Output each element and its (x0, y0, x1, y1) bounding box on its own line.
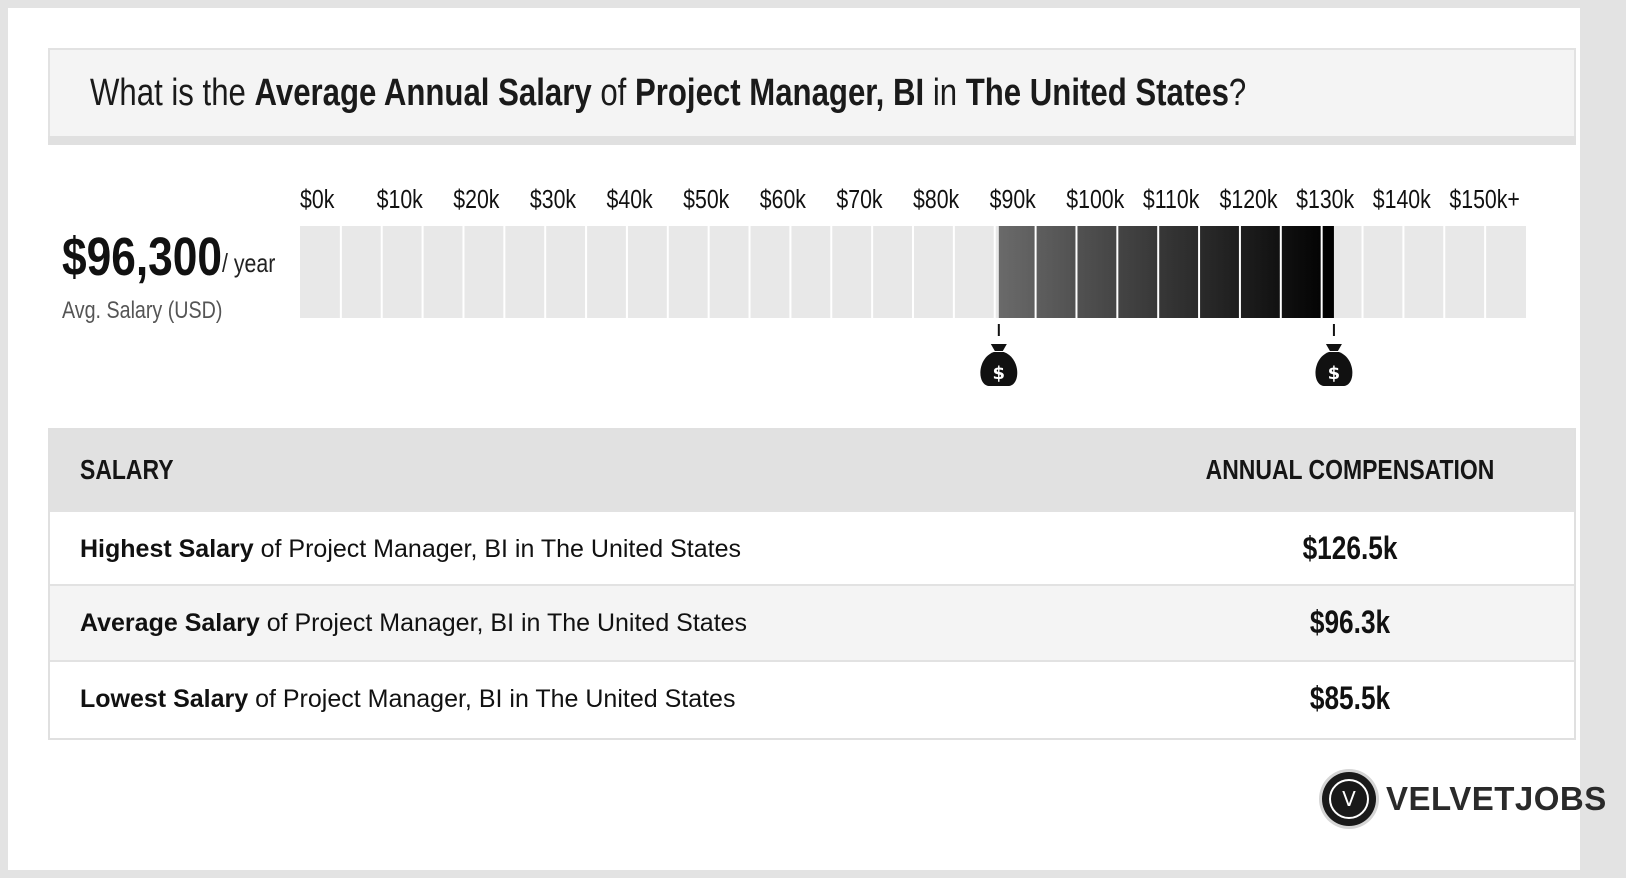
table-row: Lowest Salary of Project Manager, BI in … (50, 660, 1574, 736)
salary-table: SALARY ANNUAL COMPENSATION Highest Salar… (48, 428, 1576, 740)
row-label: Highest Salary of Project Manager, BI in… (80, 535, 741, 563)
segment-divider (666, 226, 669, 318)
segment-divider (1075, 226, 1078, 318)
tick-label: $40k (607, 185, 653, 215)
average-salary-unit: / year (222, 248, 276, 278)
table-header-row: SALARY ANNUAL COMPENSATION (50, 430, 1574, 510)
tick-label: $30k (530, 185, 576, 215)
question-header: What is the Average Annual Salary of Pro… (48, 48, 1576, 136)
segment-divider (585, 226, 588, 318)
row-label: Average Salary of Project Manager, BI in… (80, 609, 748, 637)
scale-segment (708, 226, 750, 318)
tick-label: $130k (1296, 185, 1354, 215)
row-label: Lowest Salary of Project Manager, BI in … (80, 685, 736, 713)
velvetjobs-logo-icon: V (1322, 772, 1376, 826)
scale-segment (504, 226, 546, 318)
segment-divider (1198, 226, 1201, 318)
segment-divider (1443, 226, 1446, 318)
scale-segment (1362, 226, 1404, 318)
tick-label: $10k (377, 185, 423, 215)
segment-divider (952, 226, 955, 318)
tick-label: $80k (913, 185, 959, 215)
salary-range-chart: $0k $10k $20k $30k $40k $50k $60k $70k $80k $90k $… (300, 185, 1526, 386)
tick-label: $50k (683, 185, 729, 215)
tick-label: $140k (1373, 185, 1431, 215)
svg-text:$: $ (993, 363, 1006, 384)
segment-divider (503, 226, 506, 318)
segment-divider (1320, 226, 1323, 318)
scale-segment (872, 226, 913, 318)
table-row: Average Salary of Project Manager, BI in… (50, 584, 1574, 660)
segment-divider (1116, 226, 1119, 318)
segment-divider (789, 226, 792, 318)
segment-divider (421, 226, 424, 318)
scale-segment (340, 226, 382, 318)
segment-divider (1279, 226, 1282, 318)
segment-divider (871, 226, 874, 318)
average-salary-label: Avg. Salary (USD) (62, 297, 223, 324)
segment-divider (1034, 226, 1037, 318)
scale-segment (1485, 226, 1526, 318)
scale-segment (545, 226, 587, 318)
average-salary-value: $96,300 (62, 227, 223, 287)
segment-divider (1361, 226, 1364, 318)
money-bag-icon: $ (1315, 324, 1353, 386)
segment-divider (1157, 226, 1160, 318)
scale-segment (667, 226, 709, 318)
segment-divider (339, 226, 342, 318)
brand-name: VELVETJOBS (1386, 780, 1607, 817)
segment-divider (625, 226, 628, 318)
scale-segment (1444, 226, 1486, 318)
page-title: What is the Average Annual Salary of Pro… (90, 72, 1247, 114)
column-header-salary: SALARY (80, 454, 174, 485)
segment-divider (748, 226, 751, 318)
tick-label: $110k (1143, 185, 1200, 215)
scale-segment (831, 226, 873, 318)
scale-segment (463, 226, 505, 318)
tick-label: $70k (836, 185, 882, 215)
tick-label: $100k (1066, 185, 1124, 215)
scale-segment (749, 226, 791, 318)
scale-segment (586, 226, 627, 318)
scale-segment (790, 226, 832, 318)
header-divider (48, 136, 1576, 145)
segment-divider (1484, 226, 1487, 318)
tick-label: $60k (760, 185, 806, 215)
segment-divider (1402, 226, 1405, 318)
scale-segment (300, 226, 341, 318)
tick-label: $150k+ (1449, 185, 1520, 215)
segment-divider (1238, 226, 1241, 318)
tick-label: $90k (990, 185, 1036, 215)
tick-label: $0k (300, 185, 334, 215)
segment-divider (462, 226, 465, 318)
tick-label: $20k (453, 185, 499, 215)
scale-segment (1403, 226, 1445, 318)
scale-segment (913, 226, 954, 318)
segment-divider (707, 226, 710, 318)
tick-label: $120k (1220, 185, 1278, 215)
money-bag-icon: $ (980, 324, 1018, 386)
scale-segment (422, 226, 464, 318)
salary-range-bar (998, 226, 1334, 318)
scale-segment (626, 226, 668, 318)
segment-divider (544, 226, 547, 318)
segment-divider (912, 226, 914, 318)
segment-divider (380, 226, 383, 318)
scale-segment (381, 226, 423, 318)
scale-segment (953, 226, 995, 318)
table-row: Highest Salary of Project Manager, BI in… (50, 510, 1574, 586)
segment-divider (830, 226, 833, 318)
svg-text:$: $ (1328, 363, 1341, 384)
segment-divider (993, 226, 996, 318)
